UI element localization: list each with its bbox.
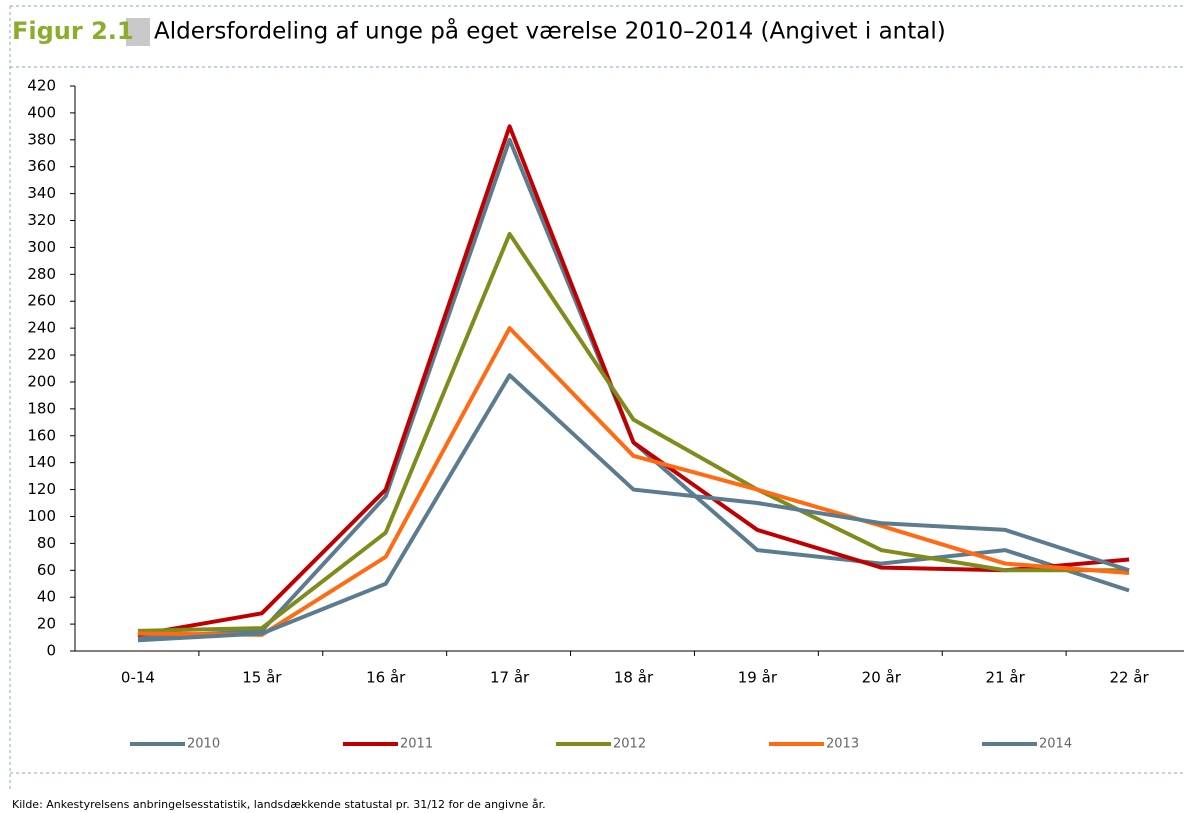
y-tick-label: 0: [46, 642, 56, 660]
legend-label: 2012: [613, 737, 646, 752]
y-tick-label: 80: [37, 534, 56, 552]
y-tick-label: 300: [27, 238, 56, 256]
legend-label: 2013: [826, 737, 859, 752]
series-line: [137, 326, 1130, 637]
x-tick-label: 20 år: [862, 669, 902, 687]
y-tick-label: 60: [37, 561, 56, 579]
y-tick-label: 40: [37, 588, 56, 606]
series-line: [137, 124, 1130, 637]
source-note: Kilde: Ankestyrelsens anbringelsesstatis…: [12, 798, 546, 811]
label-highlight: [126, 18, 150, 46]
series-line: [137, 373, 1130, 643]
y-tick-label: 200: [27, 372, 56, 390]
figure-label: Figur 2.1: [12, 17, 134, 45]
y-tick-label: 280: [27, 265, 56, 283]
y-tick-label: 260: [27, 292, 56, 310]
y-tick-label: 140: [27, 453, 56, 471]
y-tick-label: 240: [27, 319, 56, 337]
x-tick-label: 22 år: [1109, 669, 1149, 687]
y-tick-label: 20: [37, 615, 56, 633]
y-tick-label: 220: [27, 346, 56, 364]
y-tick-label: 160: [27, 426, 56, 444]
series-line: [137, 137, 1130, 640]
legend-label: 2010: [187, 737, 220, 752]
y-tick-label: 400: [27, 103, 56, 121]
y-tick-label: 420: [27, 77, 56, 95]
y-tick-label: 340: [27, 184, 56, 202]
x-tick-label: 16 år: [366, 669, 406, 687]
y-tick-label: 100: [27, 507, 56, 525]
x-tick-label: 18 år: [614, 669, 654, 687]
series-line: [137, 231, 1130, 633]
y-tick-label: 380: [27, 130, 56, 148]
y-tick-label: 180: [27, 399, 56, 417]
x-tick-label: 21 år: [986, 669, 1026, 687]
x-tick-label: 15 år: [242, 669, 282, 687]
legend-label: 2014: [1039, 737, 1072, 752]
x-tick-label: 0-14: [121, 669, 155, 687]
x-tick-label: 17 år: [490, 669, 530, 687]
y-tick-label: 120: [27, 480, 56, 498]
y-tick-label: 320: [27, 211, 56, 229]
chart-title: Aldersfordeling af unge på eget værelse …: [154, 17, 946, 45]
x-tick-label: 19 år: [738, 669, 778, 687]
y-tick-label: 360: [27, 157, 56, 175]
legend-label: 2011: [400, 737, 433, 752]
